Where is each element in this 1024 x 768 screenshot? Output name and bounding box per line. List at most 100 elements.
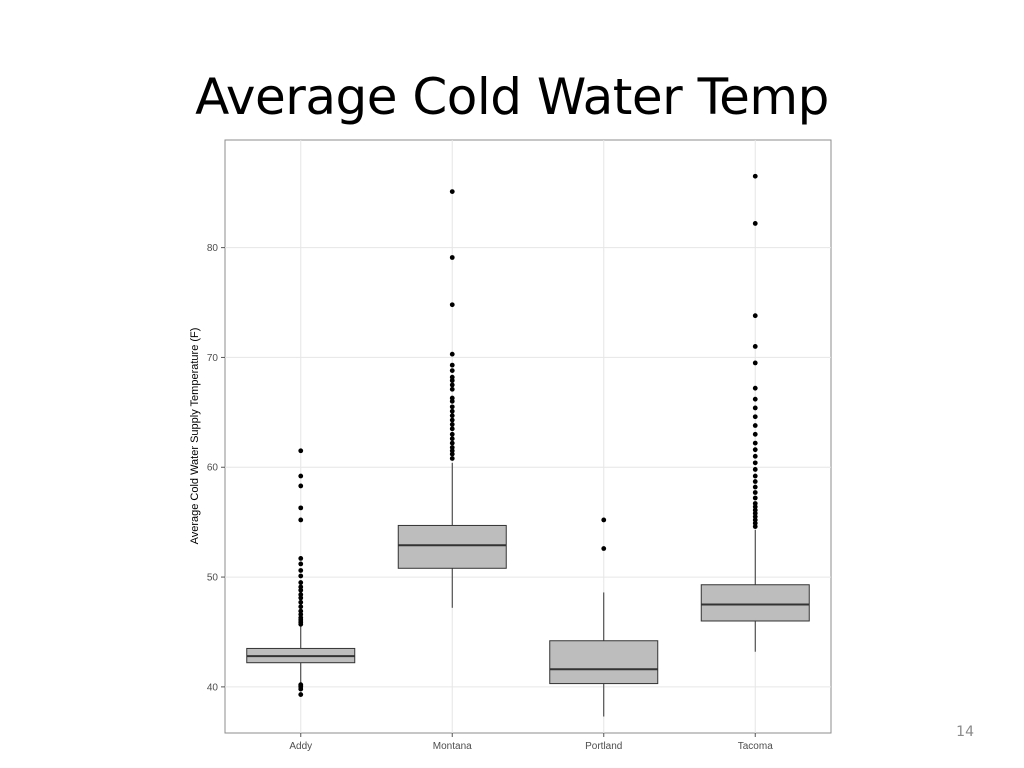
outlier-point xyxy=(449,440,455,446)
outlier-point xyxy=(298,573,304,579)
outlier-point xyxy=(449,374,455,380)
outlier-point xyxy=(298,682,304,688)
y-tick-label: 60 xyxy=(207,463,219,474)
outlier-point xyxy=(752,344,758,349)
outlier-point xyxy=(298,568,304,573)
y-axis-title: Average Cold Water Supply Temperature (F… xyxy=(189,328,201,545)
outlier-point xyxy=(449,436,455,442)
outlier-point xyxy=(449,255,455,260)
outlier-point xyxy=(752,473,758,479)
outlier-point xyxy=(298,448,304,454)
iqr-box xyxy=(549,640,659,685)
outlier-point xyxy=(752,479,758,484)
outlier-point xyxy=(449,189,455,195)
outlier-point xyxy=(449,302,455,308)
boxes xyxy=(246,462,810,717)
outlier-point xyxy=(298,612,304,617)
outlier-points xyxy=(298,173,758,697)
y-tick-label: 50 xyxy=(207,573,219,584)
x-tick-label: Montana xyxy=(433,741,472,752)
box-montana xyxy=(397,462,507,608)
outlier-point xyxy=(298,561,304,567)
iqr-box xyxy=(700,584,810,622)
outlier-point xyxy=(449,431,455,437)
outlier-point xyxy=(449,362,455,368)
outlier-point xyxy=(449,386,455,392)
x-tick-label: Tacoma xyxy=(738,741,773,752)
y-tick-label: 80 xyxy=(207,243,219,254)
outlier-point xyxy=(752,520,758,526)
outlier-point xyxy=(449,448,455,454)
box-portland xyxy=(549,592,659,717)
outlier-point xyxy=(449,456,455,461)
box-addy xyxy=(246,626,356,683)
outlier-point xyxy=(752,221,758,226)
outlier-point xyxy=(752,405,758,411)
page-number: 14 xyxy=(956,724,974,740)
outlier-point xyxy=(752,501,758,506)
outlier-point xyxy=(752,360,758,366)
box-tacoma xyxy=(700,529,810,652)
outlier-point xyxy=(449,398,455,404)
outlier-point xyxy=(298,692,304,697)
outlier-point xyxy=(298,595,304,601)
outlier-point xyxy=(752,484,758,490)
outlier-point xyxy=(298,584,304,590)
outlier-point xyxy=(752,385,758,391)
outlier-point xyxy=(601,546,607,551)
y-tick-label: 40 xyxy=(207,682,219,693)
outlier-point xyxy=(752,423,758,428)
y-axis: 40 50 60 70 80 xyxy=(207,243,225,693)
slide-title: Average Cold Water Temp xyxy=(195,68,829,126)
outlier-point xyxy=(449,417,455,423)
outlier-point xyxy=(752,490,758,495)
outlier-point xyxy=(752,495,758,501)
outlier-point xyxy=(449,413,455,419)
outlier-point xyxy=(752,453,758,459)
outlier-point xyxy=(752,447,758,453)
outlier-point xyxy=(752,504,758,510)
outlier-point xyxy=(752,467,758,472)
outlier-point xyxy=(298,473,304,479)
grid-lines xyxy=(225,140,831,733)
outlier-point xyxy=(449,368,455,374)
y-tick-label: 70 xyxy=(207,353,219,364)
outlier-point xyxy=(752,517,758,523)
outlier-point xyxy=(298,555,304,561)
outlier-point xyxy=(449,351,455,357)
outlier-point xyxy=(752,510,758,516)
outlier-point xyxy=(449,378,455,383)
x-tick-label: Portland xyxy=(585,741,622,752)
outlier-point xyxy=(449,404,455,410)
outlier-point xyxy=(752,431,758,437)
outlier-point xyxy=(752,524,758,529)
outlier-point xyxy=(752,460,758,466)
outlier-point xyxy=(449,382,455,388)
outlier-point xyxy=(298,517,304,523)
x-axis: Addy Montana Portland Tacoma xyxy=(289,733,773,752)
outlier-point xyxy=(298,608,304,614)
outlier-point xyxy=(298,505,304,511)
x-tick-label: Addy xyxy=(289,741,312,752)
outlier-point xyxy=(752,514,758,520)
outlier-point xyxy=(752,396,758,402)
outlier-point xyxy=(752,313,758,319)
outlier-point xyxy=(298,587,304,593)
outlier-point xyxy=(449,408,455,414)
outlier-point xyxy=(601,517,607,523)
outlier-point xyxy=(752,507,758,513)
outlier-point xyxy=(449,445,455,450)
outlier-point xyxy=(449,395,455,401)
outlier-point xyxy=(752,440,758,446)
outlier-point xyxy=(752,173,758,179)
outlier-point xyxy=(752,414,758,420)
plot-panel xyxy=(224,139,832,734)
iqr-box xyxy=(397,524,507,569)
outlier-point xyxy=(298,604,304,610)
outlier-point xyxy=(298,599,304,605)
outlier-point xyxy=(298,580,304,585)
outlier-point xyxy=(298,615,304,621)
outlier-point xyxy=(449,422,455,427)
